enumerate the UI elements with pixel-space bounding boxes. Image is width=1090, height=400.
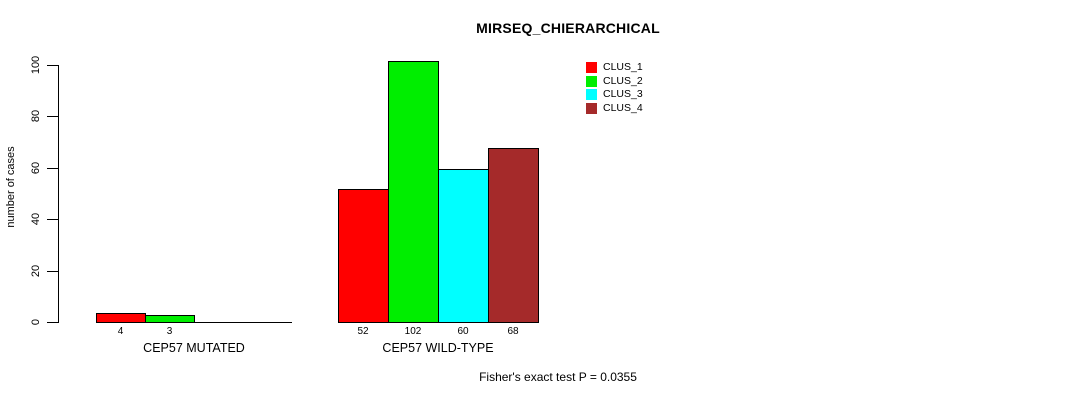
legend-color-swatch	[586, 62, 597, 73]
y-axis-tick	[47, 168, 58, 169]
bar-value-label: 60	[457, 326, 469, 337]
legend-item-label: CLUS_4	[603, 101, 643, 114]
y-axis-tick-label: 0	[30, 318, 42, 326]
x-category-label: CEP57 WILD-TYPE	[382, 341, 494, 355]
bar-value-label: 68	[507, 326, 519, 337]
legend-item-label: CLUS_1	[603, 61, 643, 73]
y-axis-tick-label: 20	[30, 264, 42, 278]
bar-CLUS_3	[438, 169, 489, 323]
legend-item-label: CLUS_2	[603, 74, 643, 87]
annotation-text: Fisher's exact test P = 0.0355	[479, 370, 637, 384]
y-axis-tick-label: 60	[30, 161, 42, 175]
y-axis-tick	[47, 65, 58, 66]
bar-value-label: 4	[117, 326, 124, 337]
y-axis-tick	[47, 322, 58, 323]
y-axis-label: number of cases	[5, 146, 17, 228]
y-axis-tick	[47, 116, 58, 117]
y-axis-tick-label: 80	[30, 109, 42, 123]
bar-value-label: 52	[357, 326, 369, 337]
y-axis-tick	[47, 219, 58, 220]
y-axis-line	[58, 65, 59, 323]
bar-CLUS_2	[145, 315, 195, 323]
y-axis-tick	[47, 271, 58, 272]
chart-title: MIRSEQ_CHIERARCHICAL	[476, 20, 660, 36]
legend-color-swatch	[586, 102, 597, 114]
bar-value-label: 3	[166, 326, 173, 337]
legend-item-label: CLUS_3	[603, 88, 643, 100]
y-axis-tick-label: 100	[30, 55, 42, 75]
bar-CLUS_4	[488, 148, 539, 323]
y-axis-tick-label: 40	[30, 212, 42, 226]
bar-CLUS_1	[338, 189, 389, 323]
legend-color-swatch	[586, 75, 597, 87]
legend-color-swatch	[586, 89, 597, 100]
bar-CLUS_2	[388, 61, 439, 323]
bar-CLUS_1	[96, 313, 146, 323]
bar-value-label: 102	[404, 326, 422, 337]
x-category-label: CEP57 MUTATED	[143, 341, 245, 355]
